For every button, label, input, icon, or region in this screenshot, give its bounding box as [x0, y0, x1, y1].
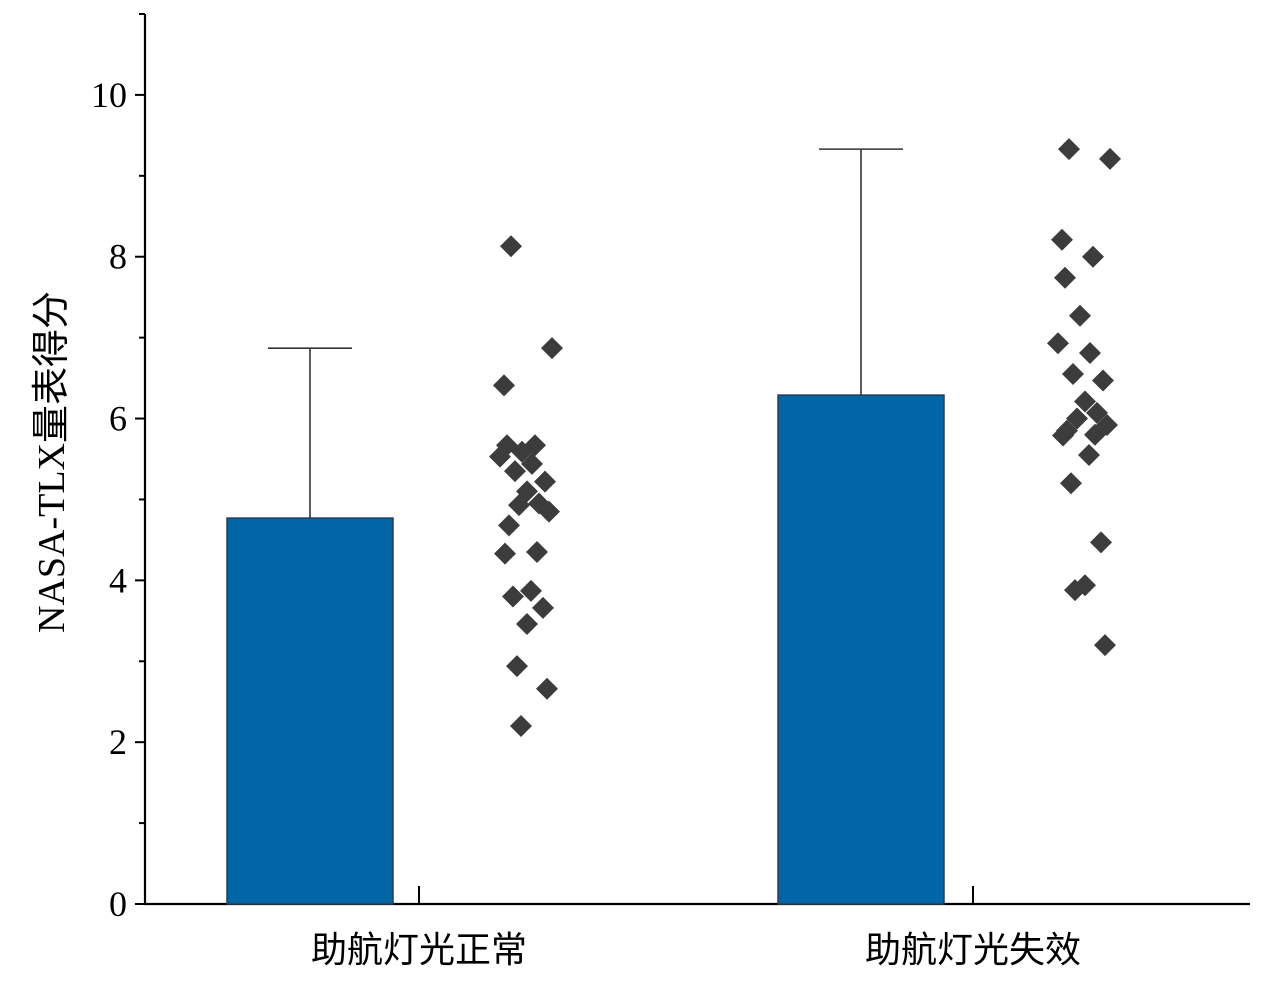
- data-point: [1078, 443, 1100, 466]
- scatter-points: [489, 138, 1121, 737]
- data-point: [1051, 228, 1073, 251]
- data-point: [489, 445, 511, 468]
- data-point: [521, 452, 543, 475]
- data-point: [1094, 634, 1116, 657]
- data-point: [516, 613, 538, 636]
- data-point: [1084, 423, 1106, 446]
- data-point: [520, 579, 542, 602]
- data-point: [1082, 245, 1104, 268]
- bars: [226, 394, 945, 905]
- data-point: [534, 470, 556, 493]
- data-point: [500, 235, 522, 258]
- data-point: [1060, 472, 1082, 495]
- bar: [777, 394, 945, 905]
- data-point: [1090, 531, 1112, 554]
- data-point: [510, 715, 532, 737]
- data-point: [1047, 332, 1069, 355]
- data-point: [508, 494, 530, 517]
- y-axis-title: NASA-TLX量表得分: [31, 291, 73, 633]
- y-tick-label: 8: [109, 237, 127, 277]
- bar: [226, 517, 394, 905]
- data-point: [502, 585, 524, 608]
- data-point: [504, 460, 526, 483]
- data-point: [1074, 390, 1096, 413]
- data-point: [1058, 138, 1080, 161]
- data-point: [1092, 369, 1114, 392]
- error-bars: [268, 148, 903, 519]
- data-point: [1054, 266, 1076, 289]
- data-point: [1079, 342, 1101, 365]
- data-point: [1086, 401, 1108, 424]
- data-point: [511, 440, 533, 463]
- data-point: [493, 374, 515, 397]
- data-point: [1066, 407, 1088, 430]
- y-tick-label: 4: [109, 560, 127, 600]
- data-point: [506, 655, 528, 678]
- x-category-label: 助航灯光失效: [865, 930, 1081, 971]
- data-point: [1064, 579, 1086, 602]
- y-ticks: 0 2 4 6 8 10: [91, 13, 145, 924]
- y-tick-label: 10: [91, 75, 127, 115]
- data-point: [536, 677, 558, 700]
- data-point: [494, 542, 516, 565]
- y-tick-label: 6: [109, 399, 127, 439]
- data-point: [498, 514, 520, 537]
- x-ticks: 助航灯光正常 助航灯光失效: [311, 886, 1081, 971]
- data-point: [532, 596, 554, 619]
- data-point: [538, 500, 560, 523]
- data-point: [1099, 147, 1121, 170]
- x-category-label: 助航灯光正常: [311, 930, 527, 971]
- data-point: [1062, 363, 1084, 386]
- data-point: [526, 541, 548, 564]
- data-point: [541, 337, 563, 360]
- y-tick-label: 2: [109, 722, 127, 762]
- data-point: [1069, 304, 1091, 327]
- data-point: [1052, 424, 1074, 447]
- y-tick-label: 0: [109, 884, 127, 924]
